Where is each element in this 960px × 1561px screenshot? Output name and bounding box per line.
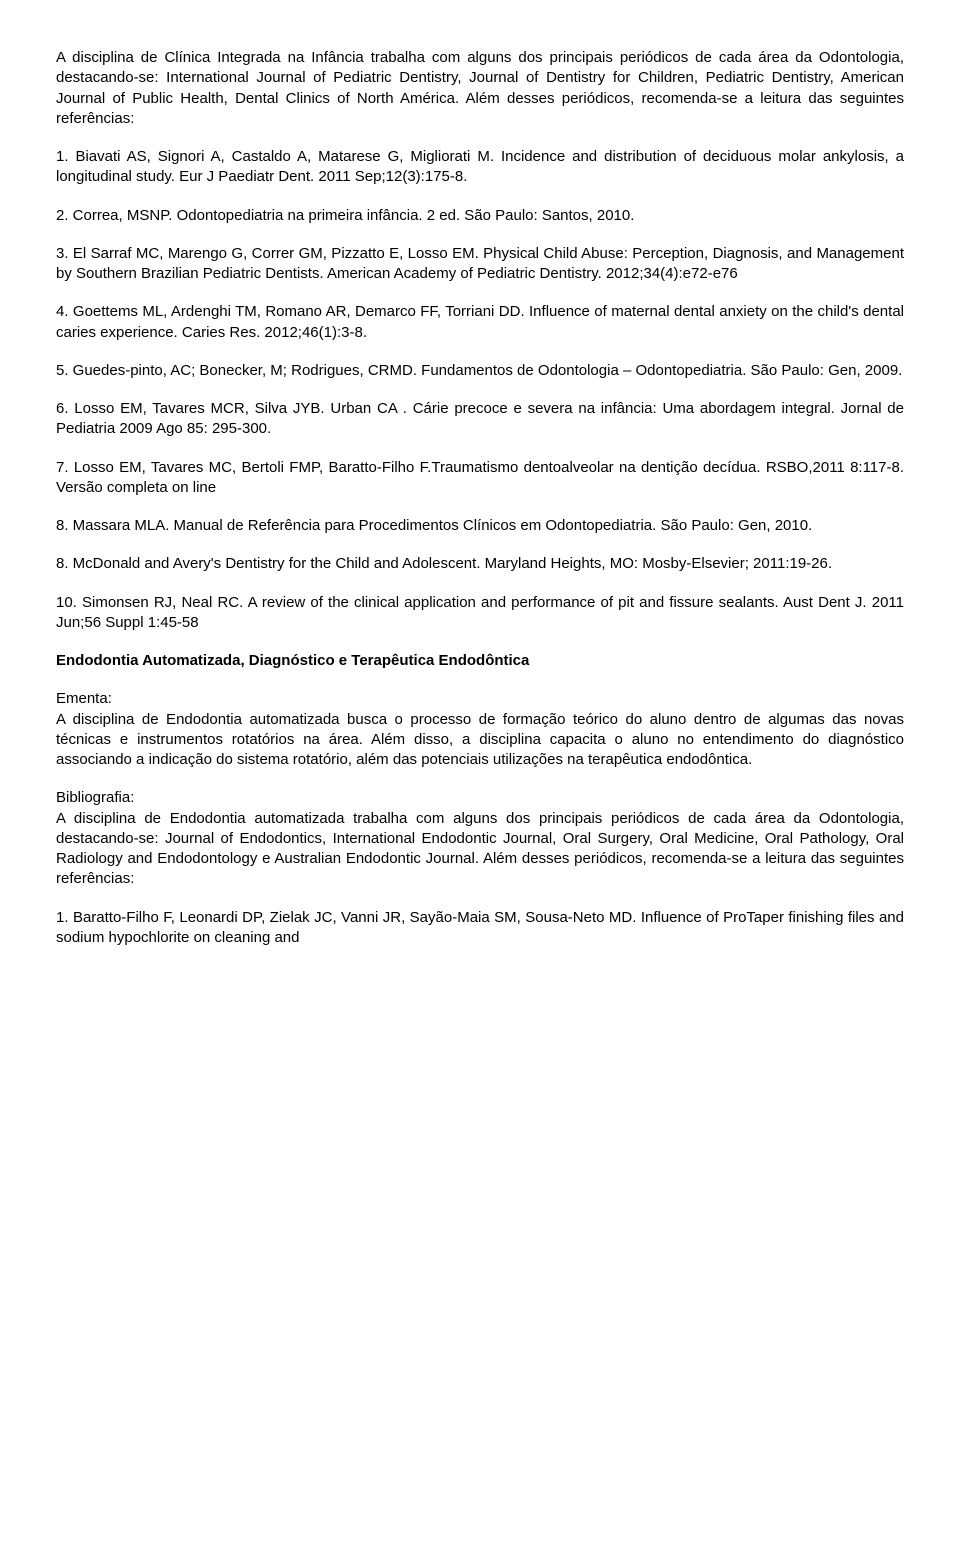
reference-8: 8. Massara MLA. Manual de Referência par… — [56, 516, 904, 536]
reference-6: 6. Losso EM, Tavares MCR, Silva JYB. Urb… — [56, 399, 904, 440]
reference-1: 1. Biavati AS, Signori A, Castaldo A, Ma… — [56, 147, 904, 188]
reference-10: 10. Simonsen RJ, Neal RC. A review of th… — [56, 593, 904, 634]
reference-4: 4. Goettems ML, Ardenghi TM, Romano AR, … — [56, 302, 904, 343]
reference-5: 5. Guedes-pinto, AC; Bonecker, M; Rodrig… — [56, 361, 904, 381]
reference-8b: 8. McDonald and Avery's Dentistry for th… — [56, 554, 904, 574]
section-heading: Endodontia Automatizada, Diagnóstico e T… — [56, 651, 904, 671]
ementa-text: A disciplina de Endodontia automatizada … — [56, 710, 904, 771]
ementa-label: Ementa: — [56, 689, 904, 709]
reference-3: 3. El Sarraf MC, Marengo G, Correr GM, P… — [56, 244, 904, 285]
reference-7: 7. Losso EM, Tavares MC, Bertoli FMP, Ba… — [56, 458, 904, 499]
section2-reference-1: 1. Baratto-Filho F, Leonardi DP, Zielak … — [56, 908, 904, 949]
bibliografia-text: A disciplina de Endodontia automatizada … — [56, 809, 904, 890]
intro-paragraph: A disciplina de Clínica Integrada na Inf… — [56, 48, 904, 129]
reference-2: 2. Correa, MSNP. Odontopediatria na prim… — [56, 206, 904, 226]
bibliografia-label: Bibliografia: — [56, 788, 904, 808]
